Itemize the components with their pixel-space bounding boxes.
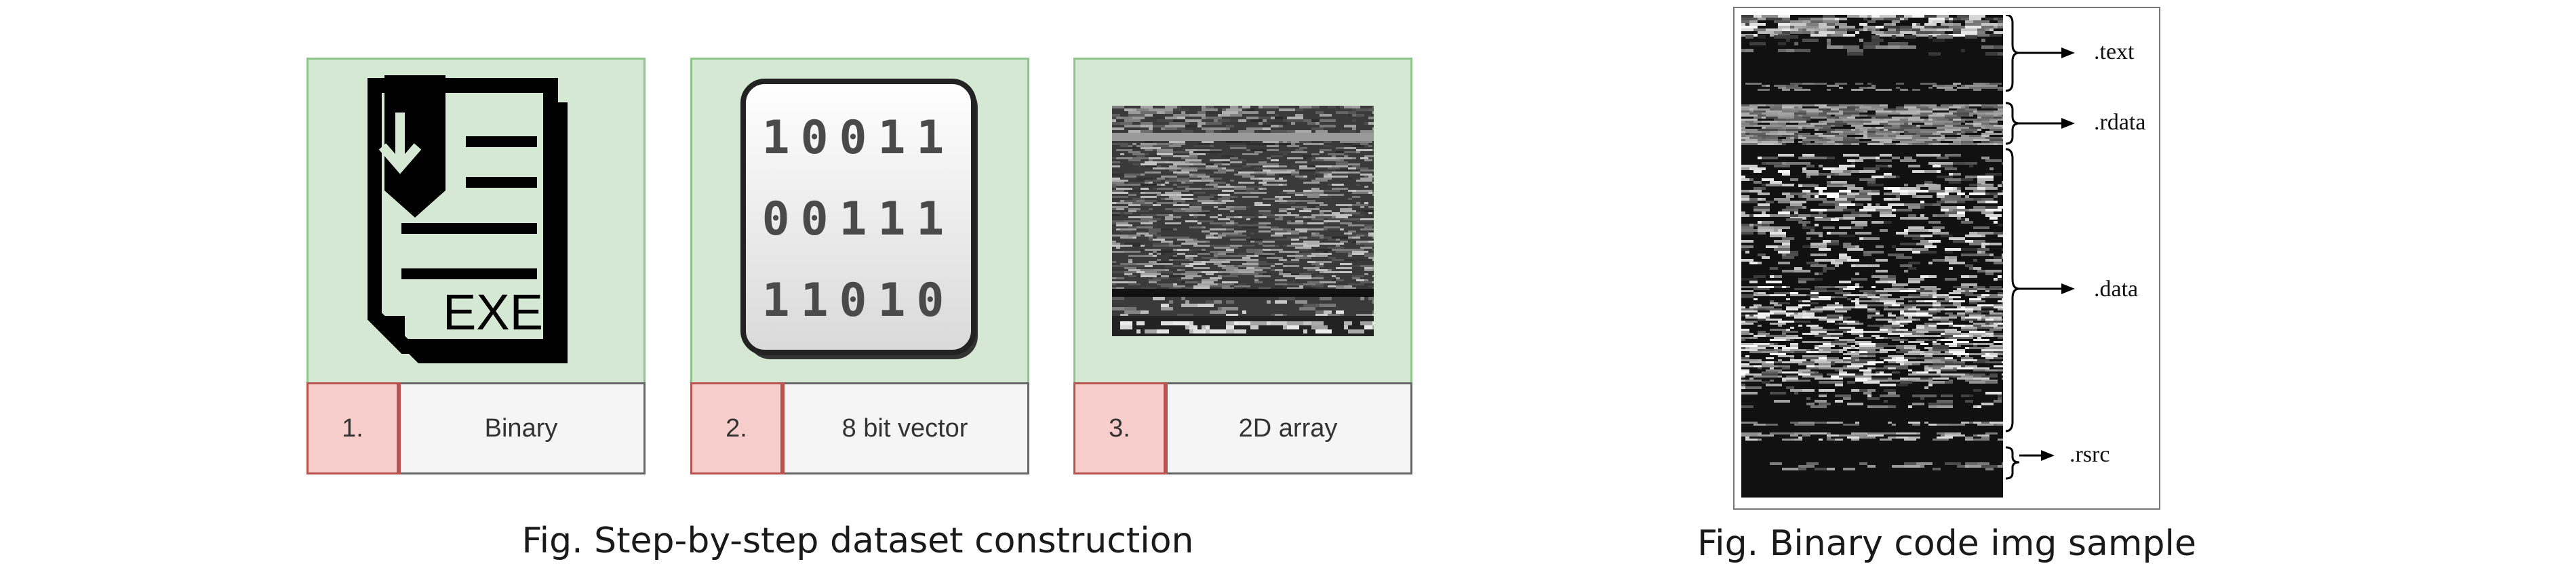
step-number: 3.	[1075, 384, 1166, 472]
matrix-row: 11010	[762, 274, 955, 327]
step-footer: 3. 2D array	[1073, 382, 1412, 474]
grayscale-image-icon	[1075, 60, 1410, 382]
step-card-binary: EXE 1. Binary	[306, 58, 646, 474]
binary-matrix-icon: 10011 00111 11010	[692, 60, 1027, 382]
step-card-2d-array: 3. 2D array	[1073, 58, 1412, 474]
step-card-8bit-vector: 10011 00111 11010 2. 8 bit vector	[690, 58, 1029, 474]
exe-label: EXE	[443, 284, 543, 340]
binary-image	[1741, 15, 2003, 498]
section-label-rsrc: .rsrc	[2069, 442, 2110, 467]
caption-left: Fig. Step-by-step dataset construction	[521, 521, 1194, 561]
matrix-row: 10011	[762, 111, 955, 165]
step-number: 2.	[692, 384, 782, 472]
section-annotations	[2005, 15, 2075, 480]
section-label-text: .text	[2094, 39, 2135, 64]
step-footer: 2. 8 bit vector	[690, 382, 1029, 474]
step-label: 2D array	[1238, 413, 1338, 443]
section-label-data: .data	[2094, 277, 2139, 302]
exe-file-icon: EXE	[309, 60, 643, 382]
step-footer: 1. Binary	[306, 382, 646, 474]
caption-right: Fig. Binary code img sample	[1697, 523, 2196, 564]
matrix-row: 00111	[762, 193, 955, 246]
section-label-rdata: .rdata	[2094, 110, 2146, 135]
step-label: Binary	[484, 413, 558, 443]
step-number: 1.	[309, 384, 399, 472]
step-label: 8 bit vector	[841, 413, 968, 443]
